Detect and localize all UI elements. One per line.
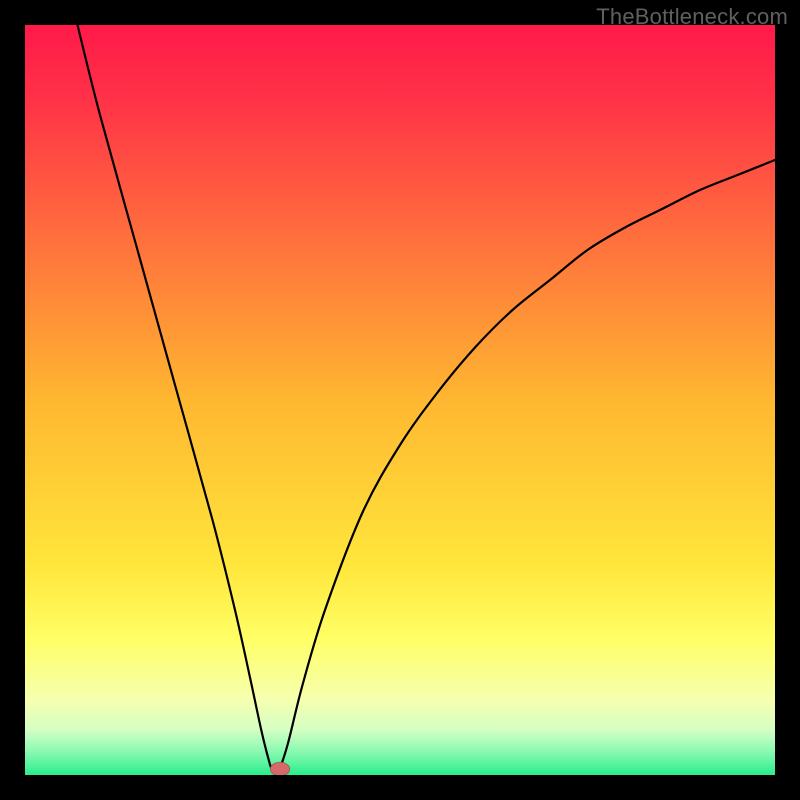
watermark-text: TheBottleneck.com <box>596 4 788 30</box>
chart-container: TheBottleneck.com <box>0 0 800 800</box>
min-marker <box>270 762 290 775</box>
plot-background <box>25 25 775 775</box>
chart-plot <box>25 25 775 775</box>
